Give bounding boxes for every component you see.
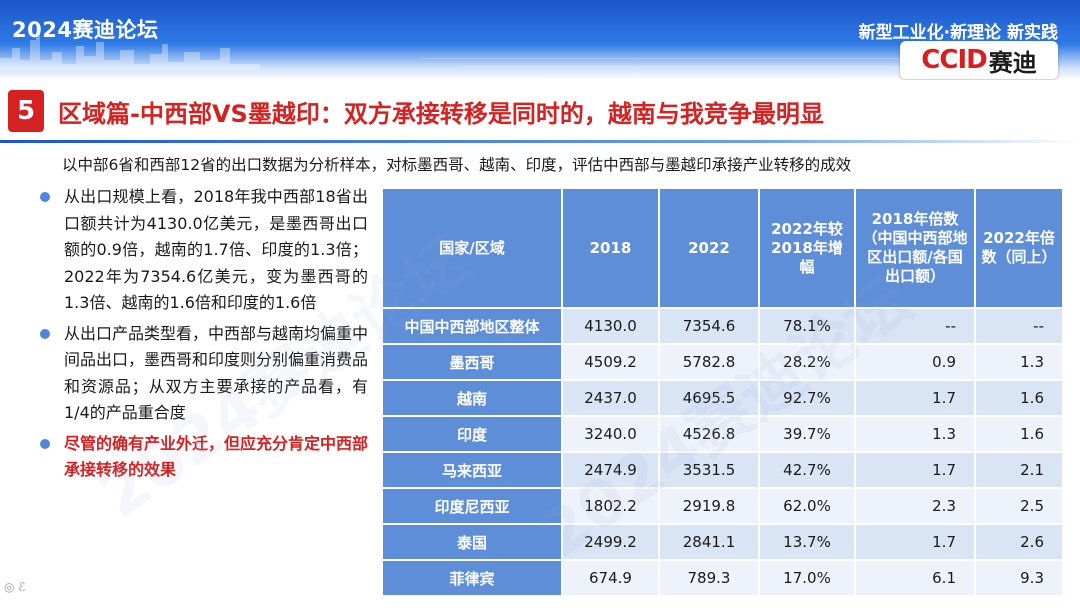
bullet-dot-icon: [40, 192, 50, 202]
value-cell: 28.2%: [758, 343, 856, 381]
value-cell: --: [974, 307, 1064, 345]
binary-decoration-icon: [420, 58, 940, 75]
value-cell: 62.0%: [758, 487, 856, 525]
value-cell: --: [854, 307, 976, 345]
bullet-list: 从出口规模上看，2018年我中西部18省出口额共计为4130.0亿美元，是墨西哥…: [40, 184, 368, 488]
table-header-row: 国家/区域 2018 2022 2022年较2018年增幅 2018年倍数（中国…: [381, 187, 1064, 309]
value-cell: 2.1: [974, 451, 1064, 489]
value-cell: 92.7%: [758, 379, 856, 417]
value-cell: 789.3: [658, 559, 760, 597]
bullet-text: 从出口规模上看，2018年我中西部18省出口额共计为4130.0亿美元，是墨西哥…: [64, 187, 368, 312]
value-cell: 1.6: [974, 379, 1064, 417]
ccid-logo: CCID 赛迪: [900, 41, 1058, 79]
row-label-cell: 泰国: [381, 523, 563, 561]
row-label-cell: 中国中西部地区整体: [381, 307, 563, 345]
value-cell: 1.7: [854, 523, 976, 561]
row-label-cell: 越南: [381, 379, 563, 417]
column-header: 2022年较2018年增幅: [758, 187, 856, 309]
row-label-cell: 墨西哥: [381, 343, 563, 381]
row-label-cell: 印度尼西亚: [381, 487, 563, 525]
bullet-dot-icon: [40, 328, 50, 339]
table-row: 中国中西部地区整体 4130.0 7354.6 78.1% -- --: [381, 307, 1064, 345]
value-cell: 2437.0: [561, 379, 660, 417]
value-cell: 4526.8: [658, 415, 760, 453]
event-title: 2024赛迪论坛: [12, 18, 159, 42]
column-header: 2022: [658, 187, 760, 309]
value-cell: 2.5: [974, 487, 1064, 525]
value-cell: 1.7: [854, 451, 976, 489]
value-cell: 2499.2: [561, 523, 660, 561]
value-cell: 2841.1: [658, 523, 760, 561]
export-comparison-table: 国家/区域 2018 2022 2022年较2018年增幅 2018年倍数（中国…: [381, 187, 1064, 608]
section-number-badge: 5: [8, 90, 44, 132]
table-row: 印度尼西亚 1802.2 2919.8 62.0% 2.3 2.5: [381, 487, 1064, 525]
value-cell: 1.6: [974, 415, 1064, 453]
header-banner: 2024赛迪论坛 新型工业化·新理论 新实践 CCID 赛迪: [0, 0, 1080, 80]
column-header: 国家/区域: [381, 187, 563, 309]
bullet-dot-icon: [40, 438, 50, 449]
value-cell: 1802.2: [561, 487, 660, 525]
footer-watermark-icon: ◎ ℰ: [4, 580, 26, 594]
slide-subtitle: 以中部6省和西部12省的出口数据为分析样本，对标墨西哥、越南、印度，评估中西部与…: [62, 156, 852, 174]
table-row: 印度 3240.0 4526.8 39.7% 1.3 1.6: [381, 415, 1064, 453]
value-cell: 78.1%: [758, 307, 856, 345]
table-row: 越南 2437.0 4695.5 92.7% 1.7 1.6: [381, 379, 1064, 417]
value-cell: 5782.8: [658, 343, 760, 381]
logo-text-en: CCID: [921, 45, 987, 75]
value-cell: 42.7%: [758, 451, 856, 489]
value-cell: 3531.5: [658, 451, 760, 489]
title-divider: [0, 140, 1080, 143]
table-row: 墨西哥 4509.2 5782.8 28.2% 0.9 1.3: [381, 343, 1064, 381]
value-cell: 3240.0: [561, 415, 660, 453]
bullet-text: 尽管的确有产业外迁，但应充分肯定中西部承接转移的效果: [64, 433, 369, 480]
bullet-item: 从出口产品类型看，中西部与越南均偏重中间品出口，墨西哥和印度则分别偏重消费品和资…: [40, 321, 368, 427]
table-row: 泰国 2499.2 2841.1 13.7% 1.7 2.6: [381, 523, 1064, 561]
value-cell: 13.7%: [758, 523, 856, 561]
city-skyline-icon: [0, 34, 260, 70]
row-label-cell: 印度: [381, 415, 563, 453]
row-label-cell: 马来西亚: [381, 451, 563, 489]
column-header: 2022年倍数（同上）: [974, 187, 1064, 309]
value-cell: 2474.9: [561, 451, 660, 489]
column-header: 2018年倍数（中国中西部地区出口额/各国出口额）: [854, 187, 976, 309]
bullet-item-highlight: 尽管的确有产业外迁，但应充分肯定中西部承接转移的效果: [40, 431, 368, 484]
value-cell: 6.1: [854, 559, 976, 597]
page-title: 区域篇-中西部VS墨越印：双方承接转移是同时的，越南与我竞争最明显: [58, 100, 824, 128]
value-cell: 1.3: [854, 415, 976, 453]
bullet-item: 从出口规模上看，2018年我中西部18省出口额共计为4130.0亿美元，是墨西哥…: [40, 184, 368, 317]
table-row: 菲律宾 674.9 789.3 17.0% 6.1 9.3: [381, 559, 1064, 597]
value-cell: 2.6: [974, 523, 1064, 561]
logo-text-cn: 赛迪: [988, 48, 1037, 77]
table-row: 马来西亚 2474.9 3531.5 42.7% 1.7 2.1: [381, 451, 1064, 489]
value-cell: 7354.6: [658, 307, 760, 345]
value-cell: 4695.5: [658, 379, 760, 417]
value-cell: 39.7%: [758, 415, 856, 453]
row-label-cell: 菲律宾: [381, 559, 563, 597]
value-cell: 2919.8: [658, 487, 760, 525]
column-header: 2018: [561, 187, 660, 309]
header-slogan: 新型工业化·新理论 新实践: [858, 23, 1058, 43]
value-cell: 674.9: [561, 559, 660, 597]
value-cell: 1.7: [854, 379, 976, 417]
value-cell: 1.3: [974, 343, 1064, 381]
value-cell: 17.0%: [758, 559, 856, 597]
value-cell: 4130.0: [561, 307, 660, 345]
bullet-text: 从出口产品类型看，中西部与越南均偏重中间品出口，墨西哥和印度则分别偏重消费品和资…: [64, 323, 369, 423]
value-cell: 2.3: [854, 487, 976, 525]
slide-title-bar: 5 区域篇-中西部VS墨越印：双方承接转移是同时的，越南与我竞争最明显: [8, 86, 1072, 132]
value-cell: 0.9: [854, 343, 976, 381]
value-cell: 4509.2: [561, 343, 660, 381]
value-cell: 9.3: [974, 559, 1064, 597]
